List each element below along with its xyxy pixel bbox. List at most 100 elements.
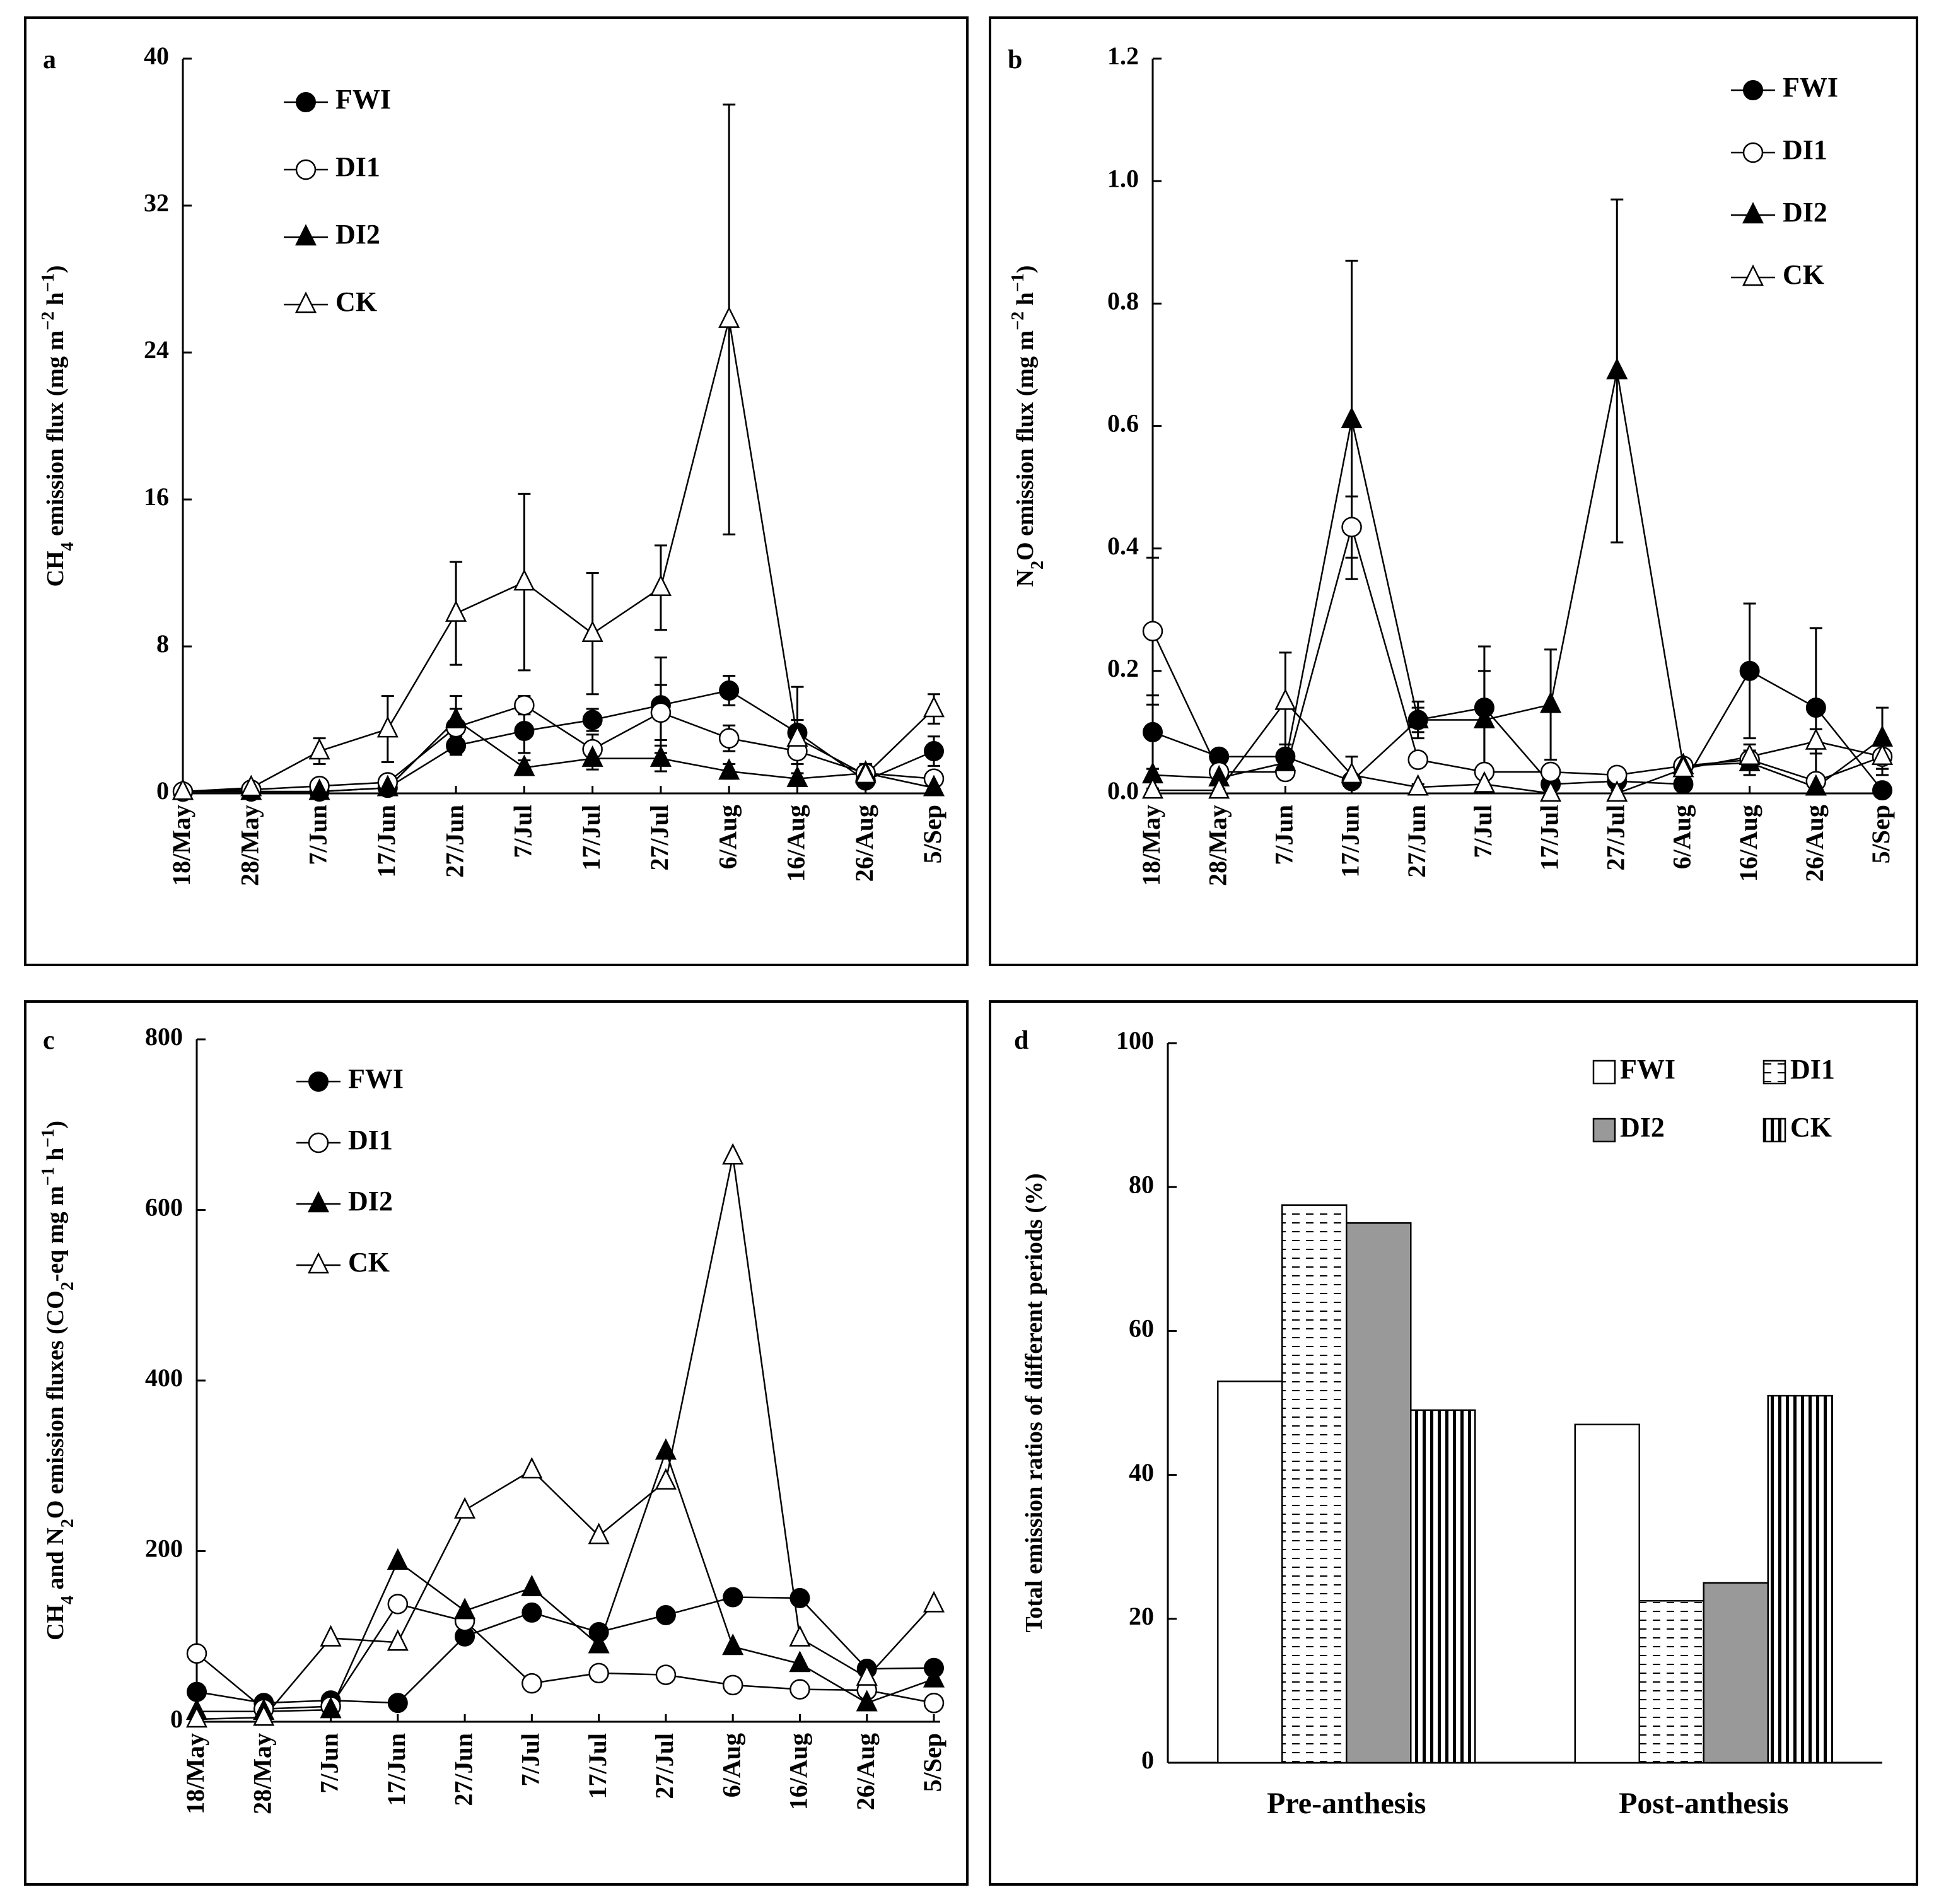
- legend-label: DI1: [1783, 134, 1827, 165]
- panel-a-frame: [24, 16, 969, 966]
- legend-label: DI1: [335, 151, 380, 182]
- x-tick-label: 18/May: [167, 805, 195, 886]
- legend-label: FWI: [1783, 72, 1838, 103]
- data-point-di2: [789, 1650, 811, 1673]
- y-tick-label: 0: [156, 776, 169, 805]
- legend-marker-di2: [1742, 202, 1764, 224]
- chart-panel-a: 0 8 16 24 32 40 18/May 28/May 7/Jun 17/Jun 27/Jun 7…: [38, 42, 947, 886]
- y-tick-label: 40: [1129, 1458, 1154, 1486]
- data-point-ck: [1606, 780, 1628, 802]
- data-point-di1: [186, 1643, 207, 1664]
- chart-panel-c: 0 200 400 600 800 18/May 28/May 7/Jun 17/Jun 27/J…: [38, 1022, 947, 1814]
- data-point-di2: [513, 754, 535, 776]
- legend-label: FWI: [1620, 1054, 1675, 1085]
- data-point-ck: [650, 575, 672, 597]
- y-tick-label: 80: [1129, 1170, 1154, 1198]
- data-point-ck: [789, 1625, 811, 1647]
- data-point-di2: [655, 1438, 677, 1460]
- data-point-ck: [1672, 756, 1694, 778]
- series-line-di1: [196, 1603, 935, 1710]
- data-point-ck: [588, 1522, 610, 1545]
- data-point-ck: [308, 738, 330, 760]
- data-point-di2: [722, 1633, 744, 1656]
- data-point-di2: [650, 745, 672, 767]
- panel-c-frame: [24, 1000, 969, 1886]
- x-tick-label: 17/Jul: [583, 1733, 612, 1799]
- x-tick-label: 27/Jul: [645, 805, 673, 870]
- data-point-di1: [655, 1664, 677, 1685]
- legend-marker-ck: [1742, 264, 1764, 286]
- x-tick-label: 17/Jul: [1535, 805, 1563, 870]
- data-point-fwi: [1872, 780, 1892, 801]
- data-point-di1: [521, 1673, 542, 1694]
- legend-label: CK: [1790, 1112, 1832, 1143]
- y-tick-label: 0.2: [1107, 654, 1139, 682]
- x-tick-label: 18/May: [181, 1733, 209, 1814]
- data-point-ck: [1871, 743, 1894, 765]
- data-point-ck: [240, 774, 262, 797]
- data-point-di1: [1142, 621, 1163, 641]
- data-point-di2: [320, 1697, 342, 1719]
- legend-label: DI2: [335, 219, 380, 250]
- data-point-fwi: [719, 680, 740, 701]
- series-line-ck: [196, 1156, 935, 1720]
- data-point-ck: [172, 778, 194, 800]
- bar-di1: [1281, 1204, 1348, 1764]
- x-tick-label: 26/Aug: [1800, 805, 1829, 882]
- data-point-di1: [1407, 749, 1428, 770]
- legend-swatch-di1: [1762, 1060, 1786, 1085]
- data-point-fwi: [387, 1693, 408, 1714]
- x-tick-label: 7/Jun: [304, 805, 332, 865]
- x-tick-label: 5/Sep: [1867, 805, 1895, 863]
- bar-ck: [1767, 1394, 1833, 1764]
- data-point-ck: [581, 620, 603, 642]
- x-tick-label: 26/Aug: [850, 805, 878, 882]
- data-point-di1: [514, 694, 535, 716]
- y-tick-label: 400: [145, 1364, 183, 1392]
- data-point-ck: [1274, 688, 1296, 710]
- x-tick-label: 18/May: [1137, 805, 1165, 886]
- data-point-fwi: [446, 735, 467, 756]
- x-tick-label: 17/Jun: [1336, 805, 1365, 878]
- data-point-ck: [320, 1625, 342, 1647]
- data-point-di2: [1407, 706, 1429, 728]
- panel-label: d: [1014, 1026, 1028, 1055]
- data-point-di2: [1805, 774, 1827, 796]
- data-point-ck: [521, 1457, 543, 1479]
- x-tick-label: 7/Jul: [1469, 805, 1497, 858]
- legend-marker-fwi: [308, 1072, 329, 1092]
- data-point-ck: [1540, 780, 1562, 802]
- legend-label: CK: [1783, 259, 1824, 290]
- data-point-di1: [718, 728, 740, 749]
- legend-marker-di1: [1742, 142, 1764, 163]
- x-tick-label: 28/May: [1203, 805, 1232, 886]
- x-tick-label: 7/Jun: [1270, 805, 1298, 865]
- y-axis-label: CH4 emission flux (mg m−2 h−1): [38, 266, 78, 587]
- x-tick-label: 17/Jul: [577, 805, 605, 870]
- y-tick-label: 200: [145, 1534, 183, 1563]
- legend-label: CK: [348, 1247, 390, 1278]
- data-point-fwi: [582, 710, 603, 730]
- series-line-fwi: [196, 1596, 935, 1704]
- legend-label: DI1: [1790, 1054, 1835, 1085]
- x-tick-label: 27/Jun: [1402, 805, 1431, 878]
- series-line-di1: [182, 704, 935, 793]
- data-point-fwi: [521, 1602, 542, 1623]
- y-axis-label: Total emission ratios of different perio…: [1021, 1173, 1047, 1632]
- x-tick-label: 28/May: [235, 805, 264, 886]
- data-point-ck: [655, 1468, 677, 1490]
- y-tick-label: 600: [145, 1193, 183, 1222]
- y-axis-label: CH4 and N2O emission fluxes (CO2-eq mg m…: [38, 1121, 78, 1640]
- data-point-di2: [445, 706, 467, 728]
- data-point-di2: [376, 774, 399, 797]
- x-tick-label: 6/Aug: [713, 805, 742, 869]
- data-point-di2: [308, 778, 330, 800]
- x-tick-label: 6/Aug: [1668, 805, 1696, 869]
- y-tick-label: 60: [1129, 1314, 1154, 1343]
- data-point-ck: [1407, 774, 1429, 796]
- legend-swatch-fwi: [1592, 1060, 1616, 1085]
- x-tick-label: 17/Jun: [382, 1733, 411, 1806]
- data-point-di2: [1473, 706, 1495, 728]
- series-line-ck: [182, 319, 935, 793]
